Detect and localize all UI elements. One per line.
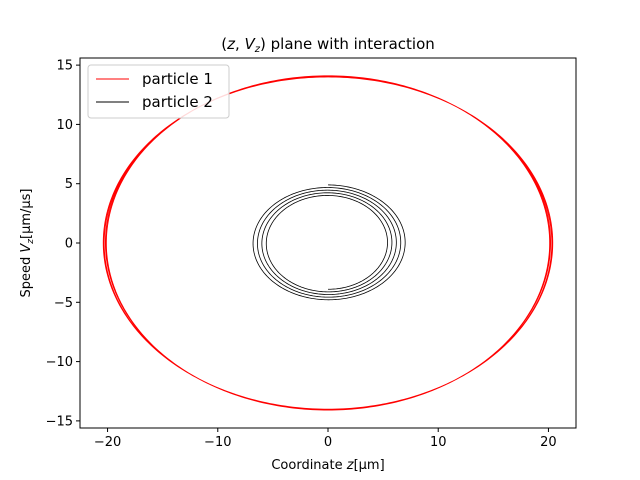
y-tick-label: −15 [46,414,73,429]
x-tick-label: 10 [430,435,447,450]
legend-label-particle-2: particle 2 [142,93,213,111]
x-tick-label: −20 [94,435,121,450]
chart-title: (z, Vz) plane with interaction [221,35,435,55]
y-axis: −15 −10 −5 0 5 10 15 [46,59,80,429]
y-tick-label: −10 [46,355,73,370]
x-tick-label: 20 [540,435,557,450]
x-tick-label: 0 [324,435,332,450]
y-tick-label: 0 [65,237,73,252]
x-axis: −20 −10 0 10 20 [94,428,557,450]
y-tick-label: −5 [54,296,73,311]
y-tick-label: 15 [56,59,73,74]
plot-area [102,75,554,411]
x-tick-label: −10 [204,435,231,450]
y-axis-label: Speed Vz[μm/μs] [19,188,36,297]
series-line-particle-1 [102,75,554,411]
x-axis-label: Coordinate z[μm] [271,458,384,473]
legend-label-particle-1: particle 1 [142,70,213,88]
y-tick-label: 5 [65,177,73,192]
legend: particle 1 particle 2 [87,64,230,119]
series-line-particle-2 [252,184,406,301]
y-tick-label: 10 [56,118,73,133]
legend-box [87,64,230,119]
